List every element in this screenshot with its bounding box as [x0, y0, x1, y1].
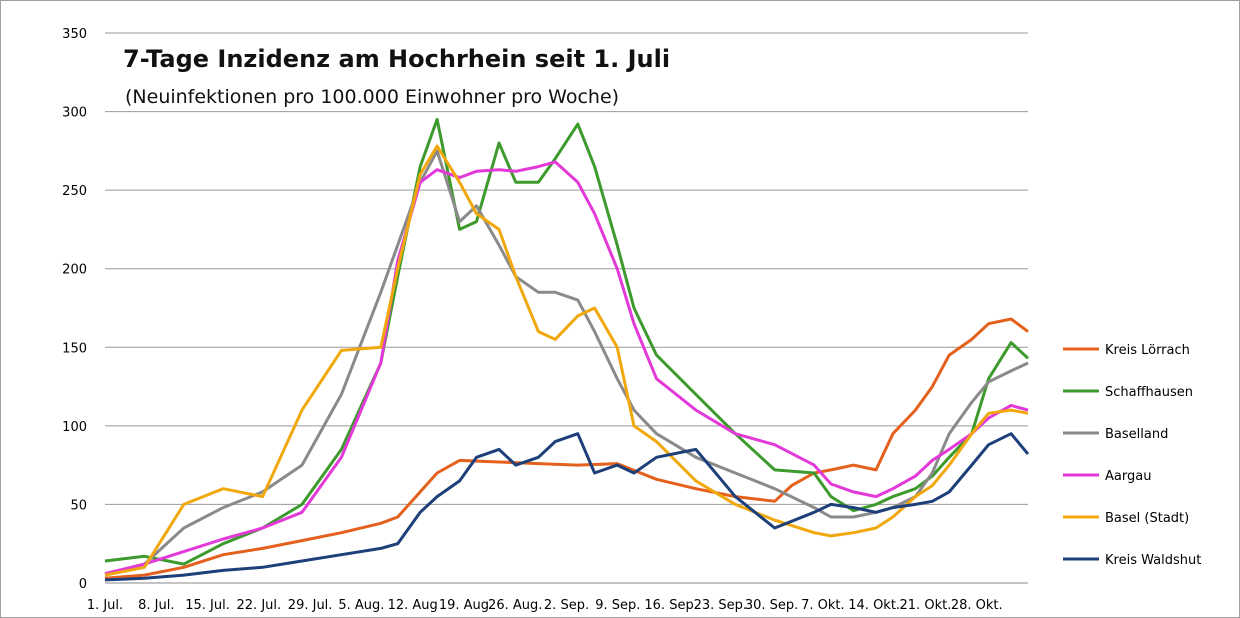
x-tick-label: 22. Jul.: [237, 598, 282, 613]
legend-label: Basel (Stadt): [1105, 511, 1189, 526]
y-tick-label: 150: [62, 341, 87, 356]
series-line-4: [104, 144, 1029, 577]
x-tick-label: 30. Sep.: [745, 598, 798, 613]
legend-label: Kreis Lörrach: [1105, 343, 1190, 358]
x-tick-label: 19. Aug: [439, 598, 489, 613]
series-line-2: [104, 149, 1029, 577]
series-line-0: [104, 317, 1029, 580]
series-line-5: [104, 432, 1030, 582]
y-tick-label: 250: [62, 184, 87, 199]
legend-label: Kreis Waldshut: [1105, 553, 1201, 568]
x-tick-label: 21. Okt.: [900, 598, 952, 613]
x-tick-label: 2. Sep.: [544, 598, 589, 613]
y-axis-tick-labels: 0 50 100 150 200 250 300 350: [62, 27, 87, 592]
title-background: [109, 39, 699, 111]
series-lines: [104, 117, 1030, 582]
x-tick-label: 15. Jul.: [185, 598, 230, 613]
legend-label: Schaffhausen: [1105, 385, 1193, 400]
x-tick-label: 23. Sep.: [694, 598, 747, 613]
x-tick-label: 29. Jul.: [288, 598, 333, 613]
y-tick-label: 50: [70, 498, 87, 513]
legend-label: Aargau: [1105, 469, 1151, 484]
y-tick-label: 200: [62, 263, 87, 278]
chart-subtitle: (Neuinfektionen pro 100.000 Einwohner pr…: [125, 86, 619, 108]
legend-label: Baselland: [1105, 427, 1168, 442]
x-tick-label: 5. Aug.: [338, 598, 384, 613]
series-line-3: [104, 160, 1029, 576]
legend: Kreis Lörrach Schaffhausen Baselland Aargau…: [1063, 343, 1201, 568]
x-tick-label: 7. Okt.: [801, 598, 845, 613]
series-line-1: [104, 117, 1030, 566]
x-tick-label: 9. Sep.: [595, 598, 640, 613]
x-tick-label: 28. Okt.: [951, 598, 1003, 613]
y-tick-label: 350: [62, 27, 87, 42]
chart-title: 7-Tage Inzidenz am Hochrhein seit 1. Jul…: [123, 45, 670, 73]
x-tick-label: 16. Sep: [644, 598, 693, 613]
grid-lines: [105, 32, 1028, 584]
y-tick-label: 0: [79, 577, 87, 592]
x-tick-label: 1. Jul.: [87, 598, 123, 613]
x-tick-label: 26. Aug.: [488, 598, 542, 613]
x-tick-label: 8. Jul.: [138, 598, 174, 613]
x-tick-label: 14. Okt.: [848, 598, 900, 613]
x-axis-tick-labels: 1. Jul. 8. Jul. 15. Jul. 22. Jul. 29. Jul. 5.…: [87, 598, 1003, 613]
x-tick-label: 12. Aug: [388, 598, 438, 613]
y-tick-label: 300: [62, 106, 87, 121]
y-tick-label: 100: [62, 420, 87, 435]
